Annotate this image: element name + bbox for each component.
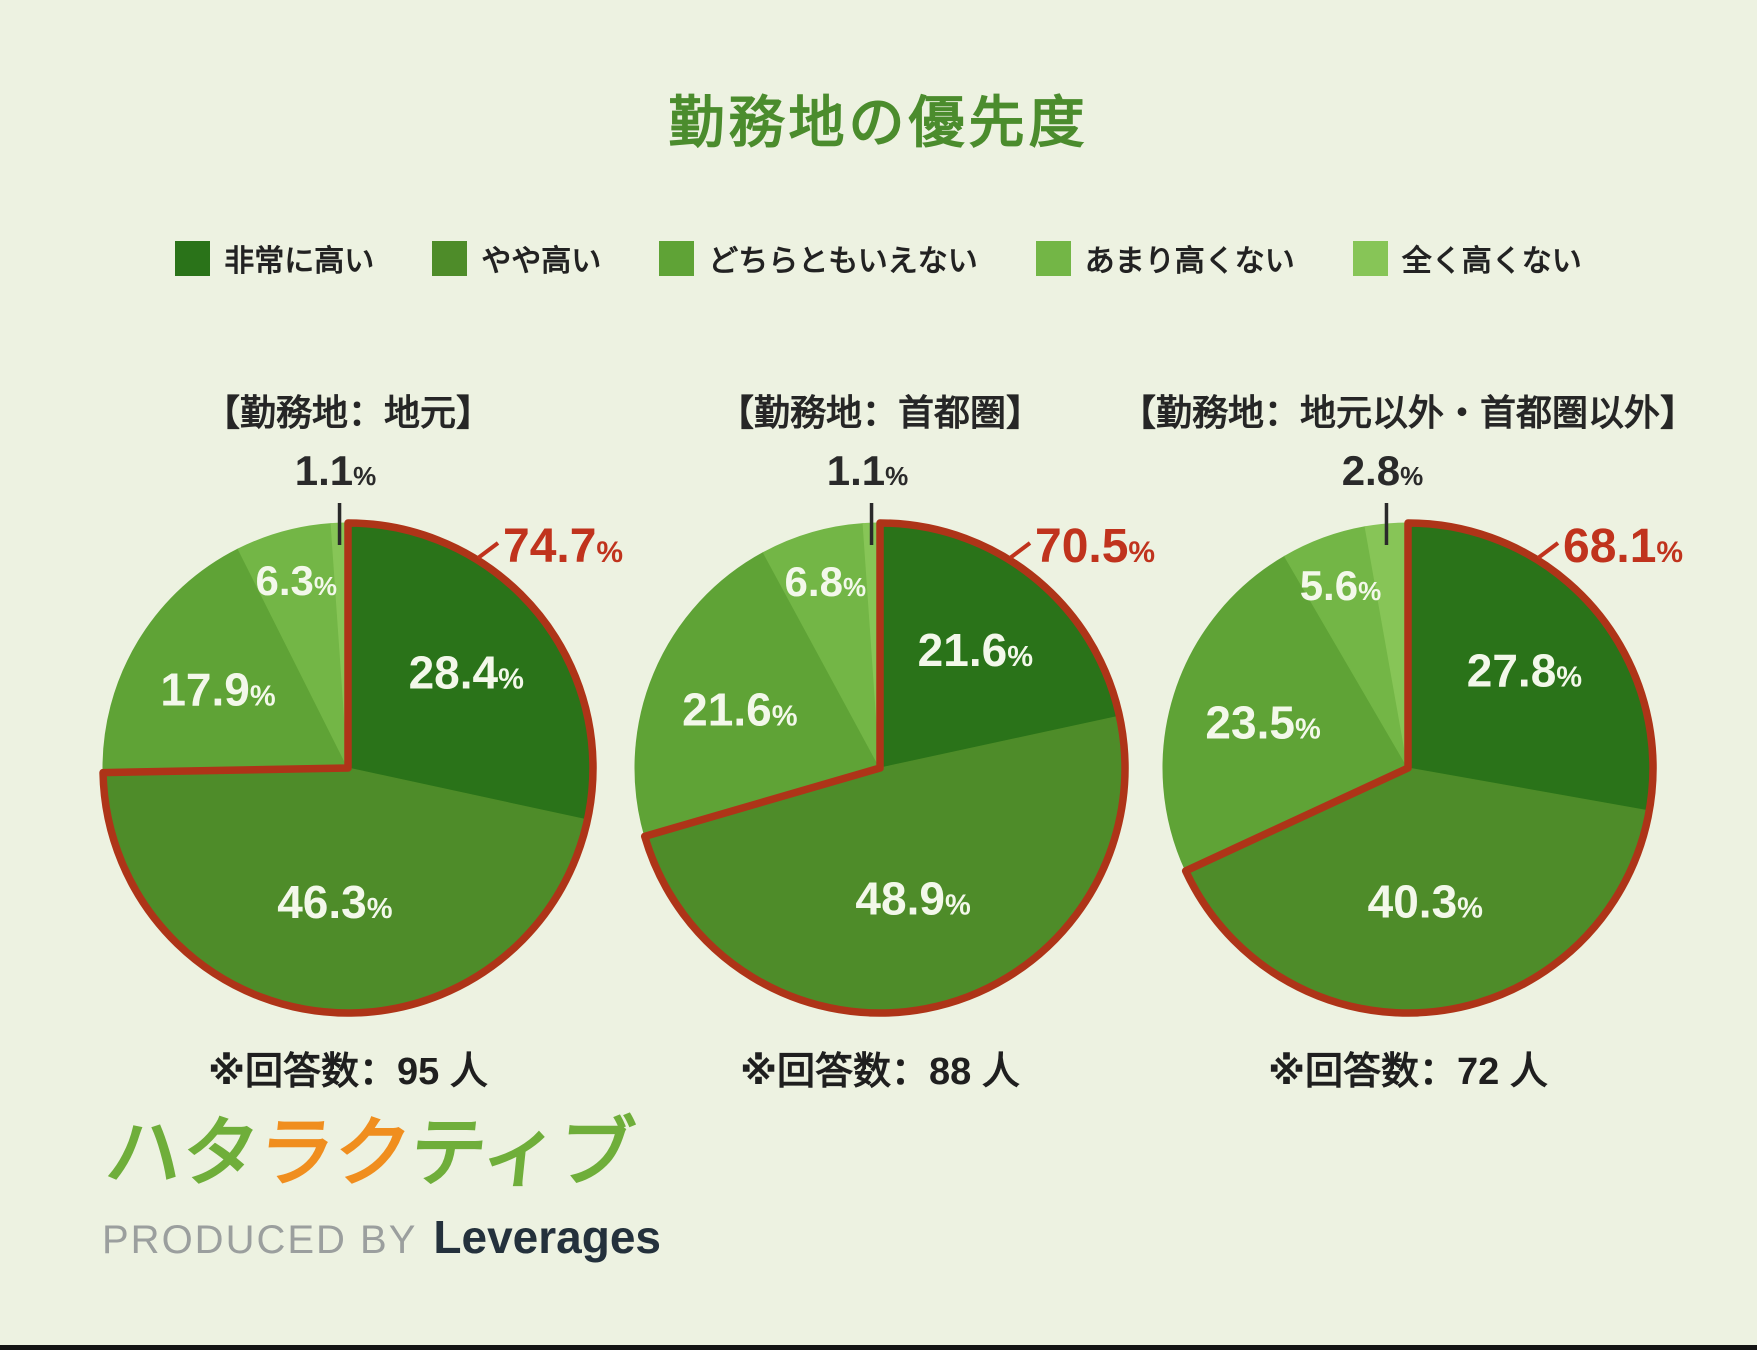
legend-item: 非常に高い bbox=[175, 236, 374, 280]
slice-label: 21.6% bbox=[682, 683, 798, 735]
logo-char: ブ bbox=[553, 1111, 639, 1196]
highlight-outline bbox=[1181, 519, 1657, 1017]
pie-slice bbox=[634, 551, 881, 837]
sliver-label: 2.8% bbox=[1342, 447, 1424, 494]
respondents-note: ※回答数：72 人 bbox=[1268, 1051, 1548, 1093]
respondents-note: ※回答数：95 人 bbox=[208, 1051, 488, 1093]
highlight-total-label: 74.7% bbox=[503, 520, 623, 573]
sliver-label: 1.1% bbox=[295, 447, 377, 494]
highlight-leader-line bbox=[476, 541, 500, 560]
highlight-outline bbox=[640, 519, 1129, 1017]
legend-label: あまり高くない bbox=[1084, 245, 1295, 278]
slice-label: 27.8% bbox=[1467, 644, 1583, 696]
hatarakutive-logo: ハタラクティブ bbox=[101, 1111, 670, 1196]
legend-swatch bbox=[659, 240, 695, 276]
logo-char: ク bbox=[329, 1111, 415, 1196]
highlight-leader-line bbox=[1008, 541, 1032, 560]
legend-label: やや高い bbox=[481, 245, 602, 278]
page-title: 勤務地の優先度 bbox=[668, 91, 1089, 154]
highlight-outline bbox=[99, 519, 597, 1017]
logo-char: ラ bbox=[253, 1111, 339, 1196]
legend-item: 全く高くない bbox=[1352, 236, 1582, 280]
bottom-bar bbox=[0, 1345, 1757, 1350]
slice-label: 5.6% bbox=[1300, 562, 1382, 609]
slice-label: 46.3% bbox=[277, 876, 393, 928]
slice-label: 21.6% bbox=[918, 624, 1034, 676]
slice-label: 6.8% bbox=[785, 558, 867, 605]
legend-label: どちらともいえない bbox=[708, 245, 978, 278]
pie-chart: 21.6% 48.9% 21.6% 6.8% 1.1% 70.5% bbox=[634, 447, 1155, 1017]
pie-chart: 28.4% 46.3% 17.9% 6.3% 1.1% 74.7% bbox=[99, 447, 623, 1017]
legend-item: どちらともいえない bbox=[659, 236, 978, 280]
footer-logo-block: ハタラクティブ PRODUCED BY Leverages bbox=[102, 1111, 661, 1264]
pie-slice bbox=[102, 548, 349, 774]
legend-label: 非常に高い bbox=[224, 245, 375, 278]
sliver-label: 1.1% bbox=[827, 447, 909, 494]
logo-char: ハ bbox=[101, 1111, 187, 1196]
slice-label: 28.4% bbox=[409, 647, 525, 699]
highlight-total-label: 70.5% bbox=[1035, 520, 1155, 573]
legend-swatch bbox=[1352, 240, 1388, 276]
legend: 非常に高い やや高い どちらともいえない あまり高くない 全く高くない bbox=[0, 236, 1757, 280]
slice-label: 48.9% bbox=[855, 873, 971, 925]
produced-by-label: PRODUCED BY bbox=[102, 1217, 418, 1262]
legend-label: 全く高くない bbox=[1401, 245, 1582, 278]
legend-item: あまり高くない bbox=[1035, 236, 1295, 280]
produced-by-row: PRODUCED BY Leverages bbox=[102, 1210, 661, 1264]
legend-swatch bbox=[432, 240, 468, 276]
highlight-total-label: 68.1% bbox=[1563, 520, 1683, 573]
logo-char: タ bbox=[177, 1111, 263, 1196]
pie-slice bbox=[762, 523, 881, 769]
pie-chart: 27.8% 40.3% 23.5% 5.6% 2.8% 68.1% bbox=[1162, 447, 1683, 1017]
slice-label: 6.3% bbox=[256, 557, 338, 604]
legend-swatch bbox=[1035, 240, 1071, 276]
pie-chart-title: 【勤務地：首都圏】 bbox=[717, 392, 1043, 433]
legend-swatch bbox=[175, 240, 211, 276]
brand-name: Leverages bbox=[433, 1210, 661, 1263]
pie-chart-title: 【勤務地：地元以外・首都圏以外】 bbox=[1119, 392, 1697, 433]
pie-chart-title: 【勤務地：地元】 bbox=[203, 392, 493, 433]
legend-item: やや高い bbox=[432, 236, 601, 280]
slice-label: 23.5% bbox=[1205, 696, 1321, 748]
respondents-note: ※回答数：88 人 bbox=[740, 1051, 1020, 1093]
logo-char: ィ bbox=[477, 1111, 563, 1196]
highlight-leader-line bbox=[1536, 541, 1560, 560]
slice-label: 17.9% bbox=[160, 663, 276, 715]
logo-char: テ bbox=[405, 1111, 487, 1196]
slice-label: 40.3% bbox=[1368, 876, 1484, 928]
